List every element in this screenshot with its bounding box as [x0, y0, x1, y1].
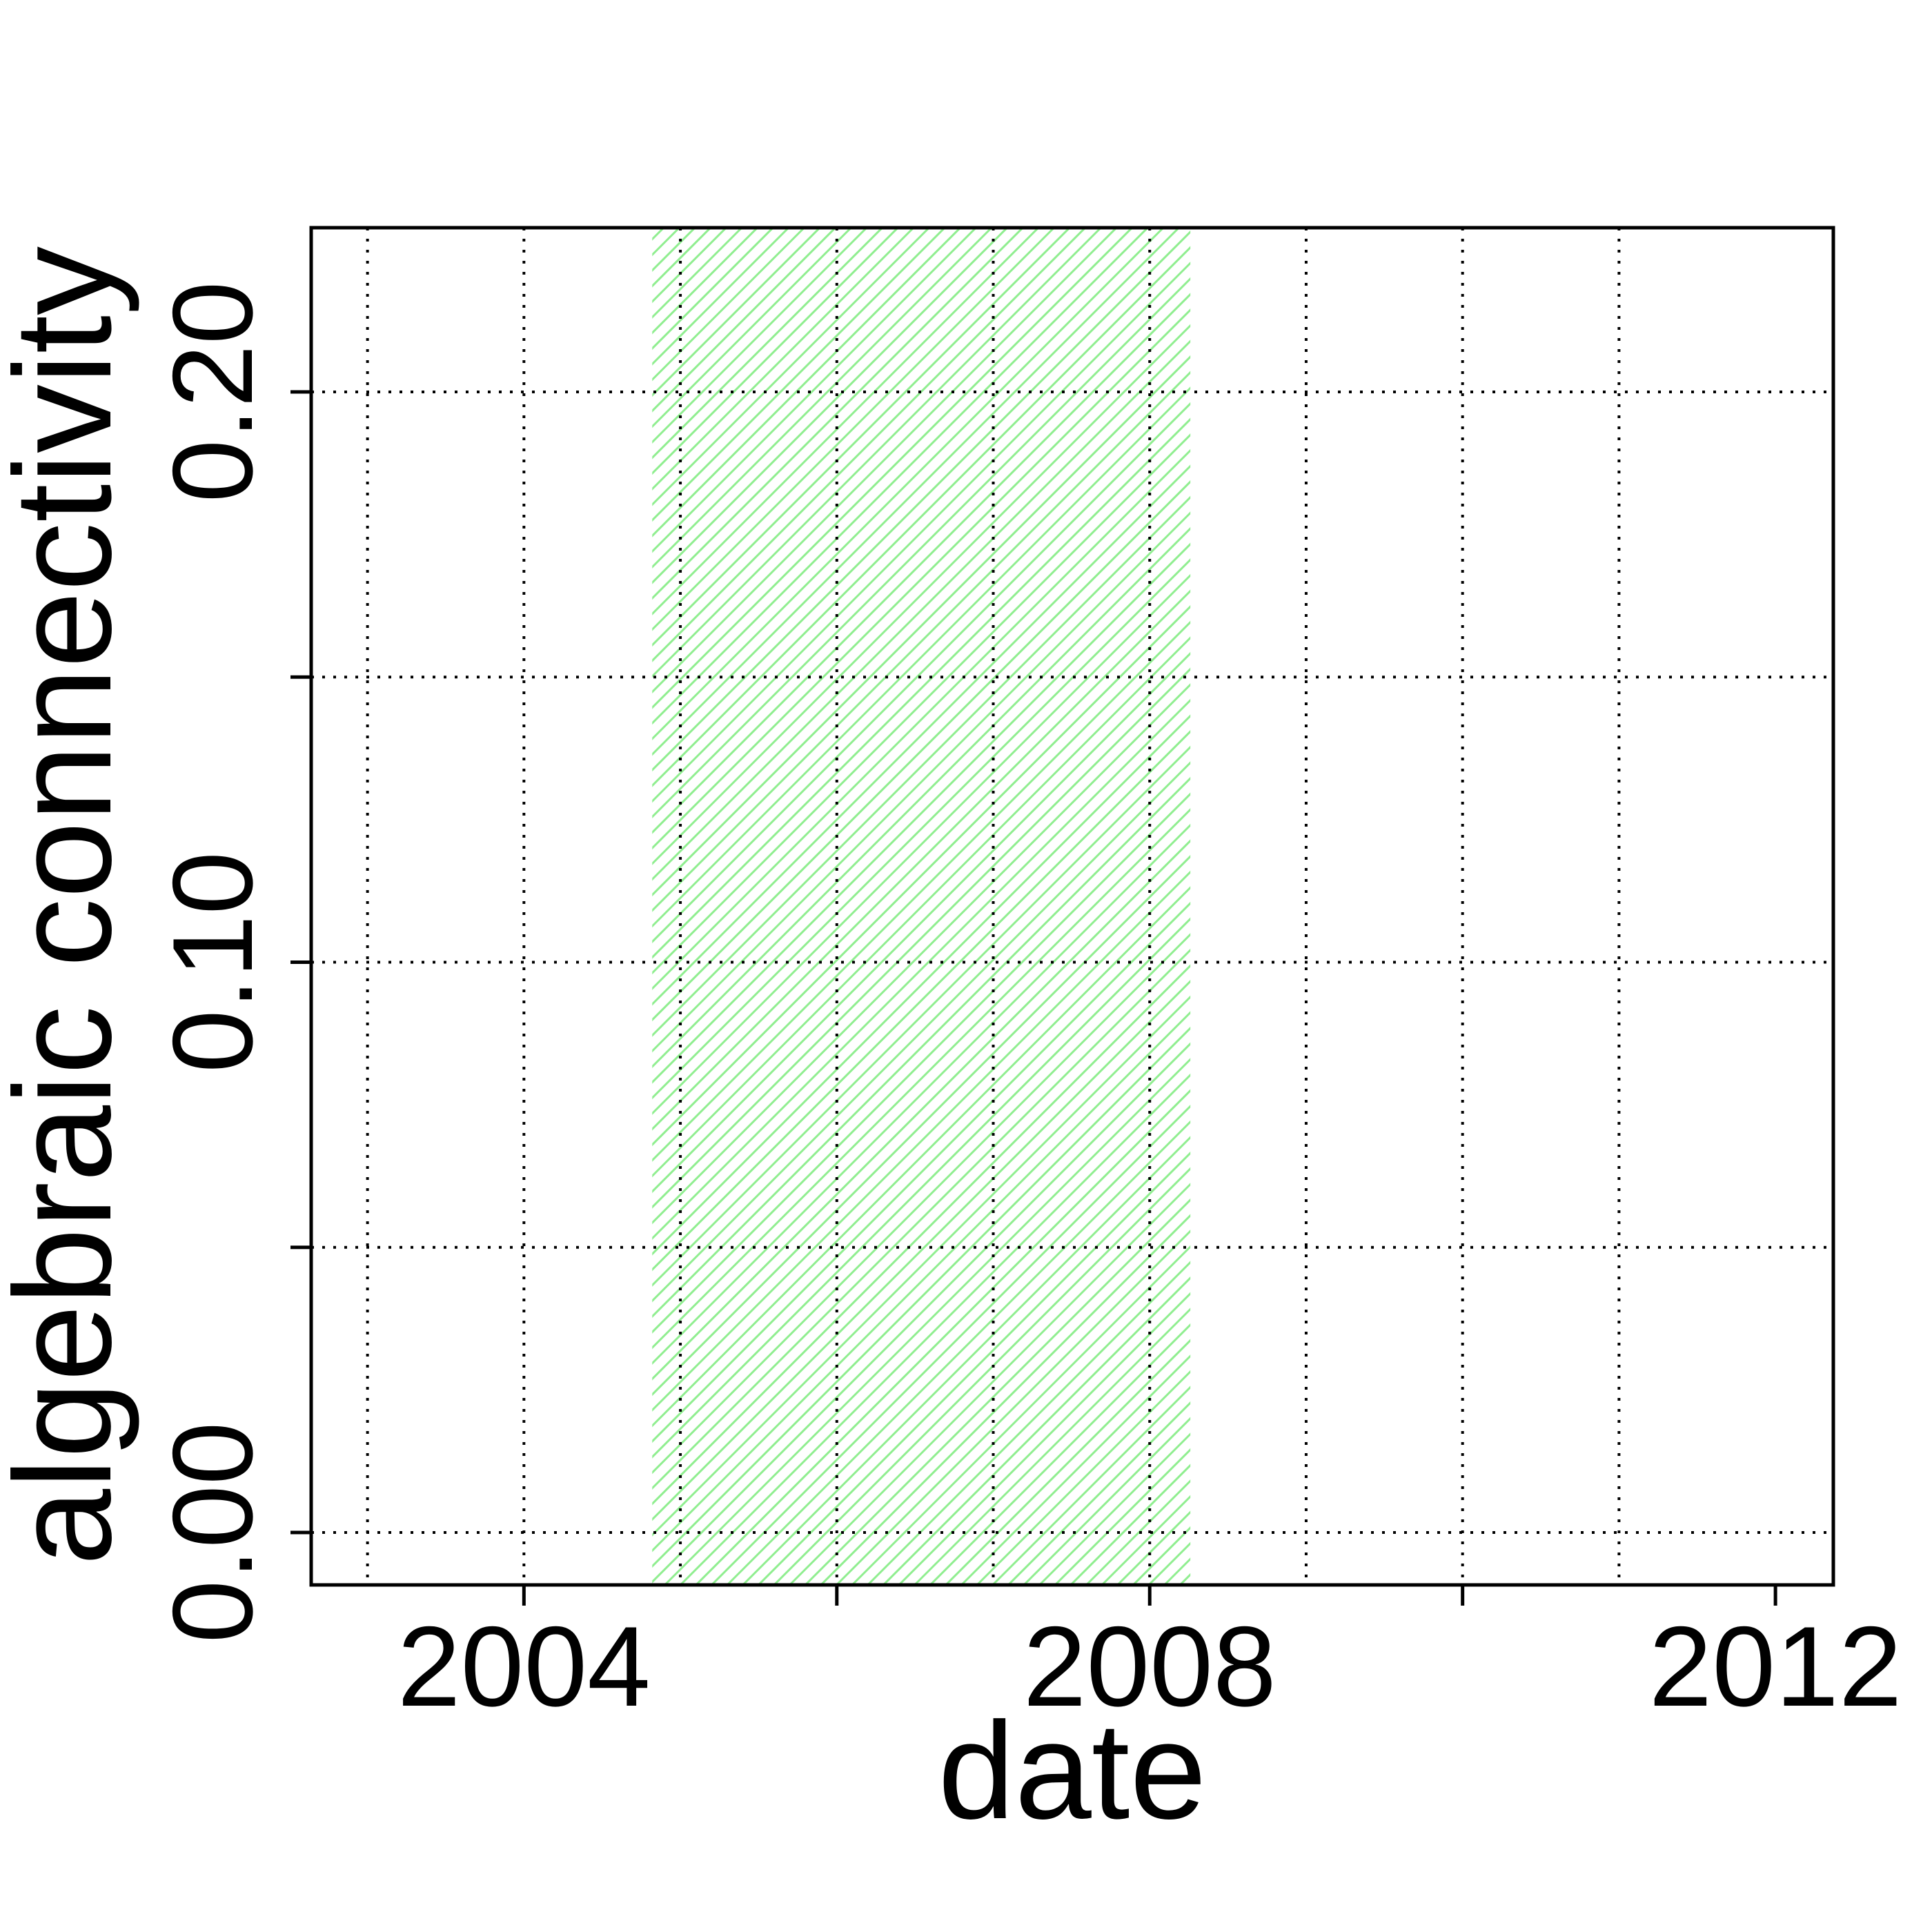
x-tick-label: 2012 [1649, 1603, 1902, 1730]
x-tick-label: 2008 [1023, 1603, 1276, 1730]
plot-frame [309, 226, 1835, 1587]
y-tick-label: 0.20 [149, 281, 276, 502]
x-axis-title: date [938, 1694, 1206, 1848]
y-tick-label: 0.00 [149, 1421, 276, 1643]
y-axis-title: algebraic connectivity [0, 246, 140, 1566]
y-tick-label: 0.10 [149, 851, 276, 1073]
x-tick-label: 2004 [397, 1603, 651, 1730]
shaded-region [652, 228, 1191, 1585]
